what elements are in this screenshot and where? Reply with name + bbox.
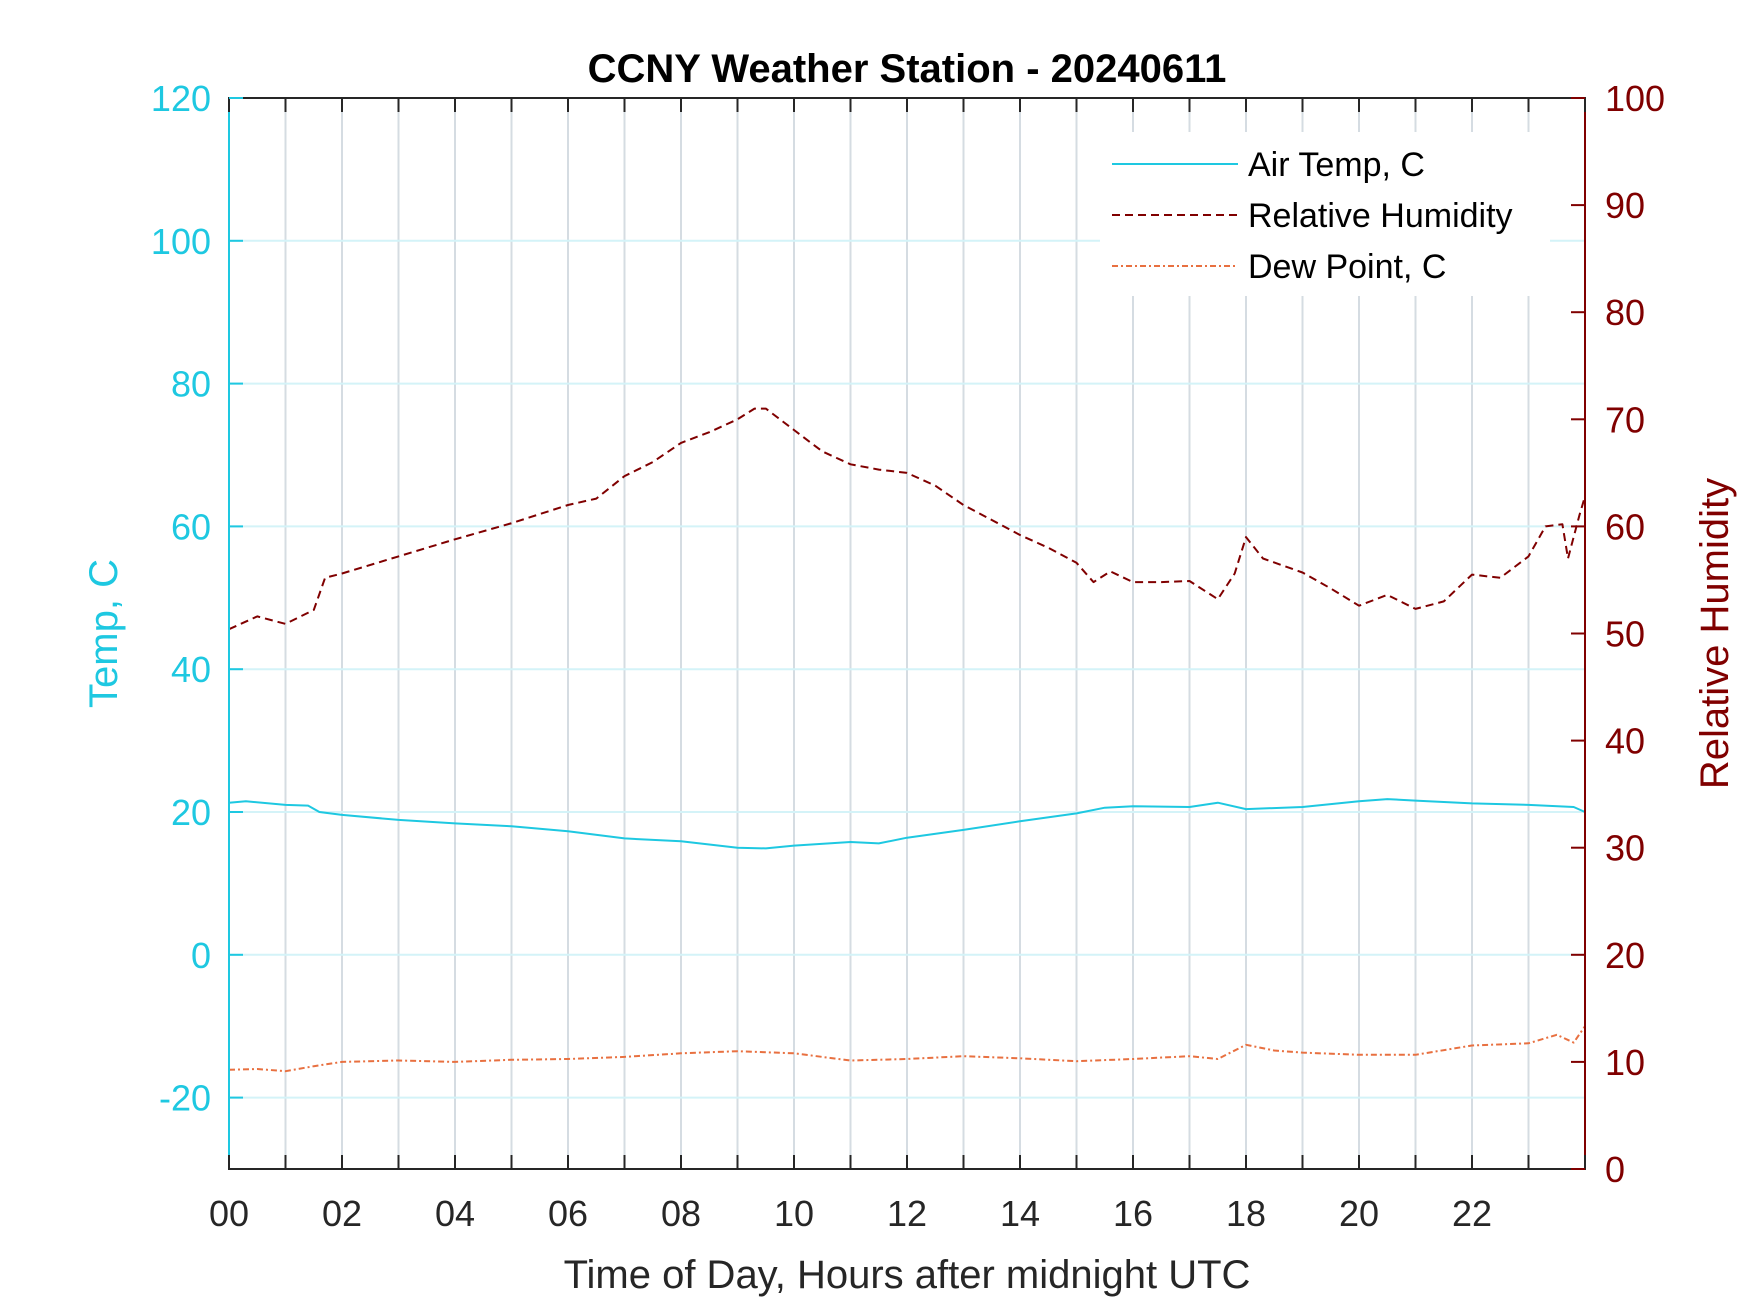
legend-label-0: Air Temp, C (1248, 146, 1425, 184)
y-right-tick-label: 40 (1605, 721, 1645, 762)
x-axis-label: Time of Day, Hours after midnight UTC (564, 1253, 1251, 1297)
grid (229, 97, 1585, 1169)
x-tick-label: 02 (322, 1193, 362, 1234)
y-right-tick-label: 70 (1605, 399, 1645, 440)
legend: Air Temp, C Relative Humidity Dew Point, C (1100, 132, 1550, 296)
y-axis-right-label: Relative Humidity (1693, 478, 1737, 789)
axes: 00 02 04 06 08 10 12 14 16 18 20 22-200204060801001… (151, 78, 1665, 1234)
x-tick-label: 08 (661, 1193, 701, 1234)
legend-label-2: Dew Point, C (1248, 248, 1446, 286)
y-right-tick-label: 90 (1605, 185, 1645, 226)
y-left-tick-label: 0 (191, 935, 211, 976)
y-right-tick-label: 60 (1605, 506, 1645, 547)
y-right-tick-label: 100 (1605, 78, 1665, 119)
y-left-tick-label: 60 (171, 506, 211, 547)
y-right-tick-label: 30 (1605, 828, 1645, 869)
y-right-tick-label: 10 (1605, 1042, 1645, 1083)
y-left-tick-label: -20 (159, 1078, 211, 1119)
x-tick-label: 14 (1000, 1193, 1040, 1234)
x-tick-label: 06 (548, 1193, 588, 1234)
y-right-tick-label: 80 (1605, 292, 1645, 333)
y-left-tick-label: 80 (171, 364, 211, 405)
x-tick-label: 18 (1226, 1193, 1266, 1234)
series-line-1 (228, 407, 1586, 631)
y-left-tick-label: 20 (171, 792, 211, 833)
x-tick-label: 10 (774, 1193, 814, 1234)
x-tick-label: 00 (209, 1193, 249, 1234)
x-tick-label: 12 (887, 1193, 927, 1234)
y-left-tick-label: 120 (151, 78, 211, 119)
series-group (228, 407, 1586, 1073)
series-line-0 (228, 798, 1586, 850)
chart-title: CCNY Weather Station - 20240611 (588, 47, 1227, 91)
y-left-tick-label: 40 (171, 649, 211, 690)
y-right-tick-label: 0 (1605, 1149, 1625, 1190)
y-right-tick-label: 20 (1605, 935, 1645, 976)
x-tick-label: 20 (1339, 1193, 1379, 1234)
x-tick-label: 16 (1113, 1193, 1153, 1234)
y-left-tick-label: 100 (151, 221, 211, 262)
x-tick-label: 04 (435, 1193, 475, 1234)
legend-background (1100, 132, 1550, 296)
y-right-tick-label: 50 (1605, 614, 1645, 655)
x-tick-label: 22 (1452, 1193, 1492, 1234)
series-line-2 (228, 1025, 1586, 1073)
y-axis-left-label: Temp, C (82, 559, 126, 708)
legend-label-1: Relative Humidity (1248, 197, 1513, 235)
